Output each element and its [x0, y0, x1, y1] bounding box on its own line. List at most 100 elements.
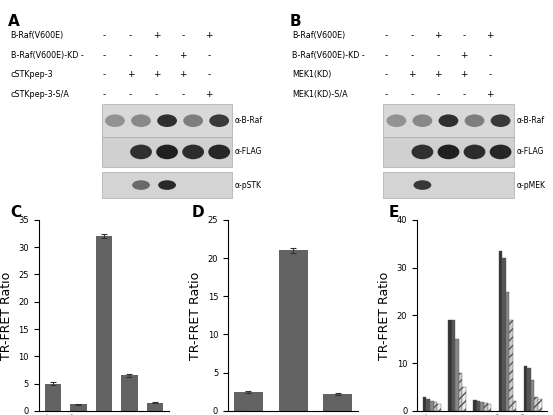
Bar — [434, 402, 437, 411]
Text: -: - — [103, 71, 106, 79]
Bar — [462, 387, 466, 411]
Text: D: D — [191, 205, 204, 220]
Text: -: - — [462, 90, 466, 99]
Text: -: - — [129, 51, 132, 60]
Ellipse shape — [156, 144, 178, 159]
Text: α-pSTK: α-pSTK — [235, 181, 262, 190]
Text: -: - — [155, 51, 158, 60]
Text: B-Raf(V600E): B-Raf(V600E) — [292, 32, 346, 40]
Text: -: - — [129, 90, 132, 99]
Bar — [499, 251, 502, 411]
Ellipse shape — [182, 144, 204, 159]
Text: -: - — [384, 32, 388, 40]
Ellipse shape — [208, 144, 230, 159]
Text: α-B-Raf: α-B-Raf — [235, 116, 263, 125]
Y-axis label: TR-FRET Ratio: TR-FRET Ratio — [0, 271, 13, 359]
Text: -: - — [384, 51, 388, 60]
Text: +: + — [460, 51, 468, 60]
Bar — [102, 104, 232, 137]
Bar — [437, 404, 441, 411]
Text: +: + — [205, 32, 212, 40]
Bar — [430, 401, 434, 411]
Bar — [45, 383, 61, 411]
Text: α-pMEK: α-pMEK — [516, 181, 545, 190]
Text: -: - — [155, 90, 158, 99]
Bar — [383, 104, 514, 137]
Text: -: - — [436, 90, 440, 99]
Ellipse shape — [131, 115, 151, 127]
Text: B-Raf(V600E)-KD -: B-Raf(V600E)-KD - — [11, 51, 84, 60]
Text: +: + — [179, 51, 186, 60]
Ellipse shape — [130, 144, 152, 159]
Ellipse shape — [439, 115, 458, 127]
Ellipse shape — [411, 144, 434, 159]
Ellipse shape — [158, 180, 176, 190]
Text: -: - — [488, 71, 492, 79]
Bar — [102, 137, 232, 166]
Text: +: + — [434, 71, 442, 79]
Text: -: - — [436, 51, 440, 60]
Text: +: + — [153, 71, 160, 79]
Text: cSTKpep-3: cSTKpep-3 — [11, 71, 54, 79]
Text: +: + — [408, 71, 416, 79]
Bar — [524, 366, 528, 411]
Text: +: + — [460, 71, 468, 79]
Ellipse shape — [463, 144, 486, 159]
Ellipse shape — [157, 115, 177, 127]
Bar — [383, 172, 514, 198]
Text: -: - — [488, 51, 492, 60]
Bar — [452, 320, 455, 411]
Bar — [505, 291, 509, 411]
Bar — [448, 320, 452, 411]
Bar — [426, 399, 430, 411]
Ellipse shape — [209, 115, 229, 127]
Text: -: - — [103, 51, 106, 60]
Text: -: - — [207, 51, 210, 60]
Text: B-Raf(V600E): B-Raf(V600E) — [11, 32, 64, 40]
Text: -: - — [181, 90, 184, 99]
Bar — [96, 236, 112, 411]
Bar — [513, 401, 517, 411]
Text: +: + — [205, 90, 212, 99]
Bar — [459, 373, 462, 411]
Text: E: E — [388, 205, 399, 220]
Text: +: + — [434, 32, 442, 40]
Text: B-Raf(V600E)-KD -: B-Raf(V600E)-KD - — [292, 51, 365, 60]
Bar — [477, 401, 481, 411]
Text: C: C — [10, 205, 21, 220]
Ellipse shape — [414, 180, 431, 190]
Text: α-FLAG: α-FLAG — [235, 147, 262, 156]
Bar — [279, 251, 307, 411]
Text: -: - — [410, 51, 414, 60]
Text: -: - — [384, 71, 388, 79]
Text: -: - — [410, 90, 414, 99]
Text: -: - — [103, 32, 106, 40]
Text: -: - — [410, 32, 414, 40]
Bar — [509, 320, 513, 411]
Bar — [528, 368, 531, 411]
Text: +: + — [179, 71, 186, 79]
Ellipse shape — [489, 144, 512, 159]
Bar — [455, 339, 459, 411]
Bar — [473, 400, 477, 411]
Ellipse shape — [105, 115, 125, 127]
Text: -: - — [207, 71, 210, 79]
Bar — [383, 137, 514, 166]
Bar — [147, 403, 163, 411]
Bar — [102, 172, 232, 198]
Text: MEK1(KD): MEK1(KD) — [292, 71, 331, 79]
Ellipse shape — [465, 115, 484, 127]
Text: cSTKpep-3-S/A: cSTKpep-3-S/A — [11, 90, 70, 99]
Text: +: + — [487, 90, 494, 99]
Text: -: - — [129, 32, 132, 40]
Y-axis label: TR-FRET Ratio: TR-FRET Ratio — [189, 271, 202, 359]
Ellipse shape — [183, 115, 203, 127]
Bar — [423, 397, 426, 411]
Bar — [538, 399, 541, 411]
Bar — [70, 404, 87, 411]
Text: +: + — [153, 32, 160, 40]
Ellipse shape — [387, 115, 406, 127]
Text: MEK1(KD)-S/A: MEK1(KD)-S/A — [292, 90, 348, 99]
Bar — [121, 376, 138, 411]
Bar — [324, 394, 352, 411]
